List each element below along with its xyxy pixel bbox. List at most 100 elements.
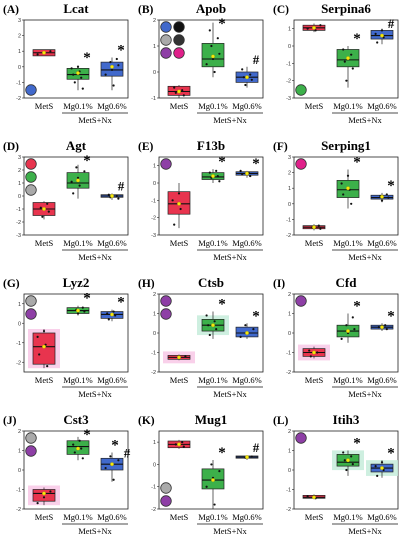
- data-point: [353, 328, 356, 331]
- data-point: [350, 53, 353, 56]
- y-tick-label: -1: [16, 488, 21, 494]
- data-point: [107, 318, 110, 321]
- y-tick-label: 2: [153, 292, 156, 298]
- y-tick-label: -1: [286, 61, 291, 67]
- x-category-label: Mg0.6%: [367, 512, 397, 522]
- y-tick-label: 3: [18, 18, 21, 24]
- y-tick-label: -2: [286, 507, 291, 513]
- data-point: [351, 463, 354, 466]
- x-category-label: Mg0.6%: [97, 512, 127, 522]
- x-category-label: Mg0.1%: [198, 101, 228, 111]
- y-tick-label: -2: [16, 360, 21, 366]
- data-point: [387, 196, 390, 199]
- data-point: [181, 89, 184, 92]
- data-point: [306, 27, 309, 30]
- data-point: [207, 324, 210, 327]
- y-tick-label: 2: [153, 18, 156, 24]
- panel-itih3: (L) Itih3 -2 -1 0 1 2 * * MetS Mg0.1% Mg0.6% MetS+Nx: [270, 411, 405, 548]
- data-point: [36, 335, 39, 338]
- data-point: [78, 439, 81, 442]
- data-point: [112, 310, 115, 313]
- x-category-label: Mg0.1%: [333, 512, 363, 522]
- y-tick-label: -1: [16, 207, 21, 213]
- mean-point: [76, 71, 80, 75]
- x-category-label: MetS: [305, 375, 324, 385]
- significance-star: *: [83, 427, 91, 443]
- significance-star: *: [218, 445, 226, 461]
- data-point: [114, 314, 117, 317]
- data-point: [380, 199, 384, 202]
- y-tick-label: -2: [16, 507, 21, 513]
- y-tick-label: 1: [288, 312, 291, 318]
- group-label: MetS+Nx: [78, 252, 112, 262]
- panel-label: (L): [273, 415, 289, 427]
- box-mg01: *: [336, 299, 361, 343]
- box-mets: [167, 85, 191, 98]
- x-category-label: MetS: [35, 101, 54, 111]
- significance-star: *: [387, 308, 395, 324]
- data-point: [173, 223, 176, 226]
- legend-marker: [25, 308, 37, 320]
- x-category-label: Mg0.6%: [97, 375, 127, 385]
- mean-point: [346, 56, 350, 60]
- group-label: MetS+Nx: [78, 389, 112, 399]
- box-body: [32, 332, 56, 365]
- data-point: [213, 320, 216, 323]
- box-mg01: *: [332, 436, 364, 476]
- panel-apob: (B) Apob -1 0 1 2 * # MetS Mg0.1% Mg0.6% MetS+Nx: [135, 0, 270, 137]
- x-category-label: MetS: [170, 375, 189, 385]
- legend-marker: [173, 47, 185, 59]
- mean-point: [42, 207, 46, 211]
- x-category-label: Mg0.6%: [232, 375, 262, 385]
- legend-marker: [25, 84, 37, 96]
- data-point: [205, 314, 208, 317]
- data-point: [215, 169, 218, 172]
- panel-title: Cst3: [63, 412, 89, 427]
- legend-marker: [25, 171, 37, 183]
- significance-star: *: [117, 42, 125, 58]
- data-point: [115, 57, 118, 61]
- y-tick-label: 3: [288, 155, 291, 161]
- x-category-label: Mg0.1%: [63, 512, 93, 522]
- significance-star: *: [353, 31, 361, 47]
- legend-marker: [160, 47, 172, 59]
- data-point: [385, 193, 388, 196]
- data-point: [181, 441, 184, 444]
- significance-hash: #: [253, 52, 260, 67]
- legend-marker: [160, 482, 172, 494]
- data-point: [239, 335, 242, 338]
- box-mg01: *: [66, 50, 91, 91]
- mean-point: [346, 458, 350, 463]
- data-point: [36, 53, 39, 56]
- data-point: [182, 94, 185, 97]
- panel-title: Cfd: [336, 275, 358, 290]
- x-category-label: Mg0.1%: [198, 512, 228, 522]
- panel-mug1: (K) Mug1 -2 -1 0 1 * # MetS Mg0.1% Mg0.6% MetS+Nx: [135, 411, 270, 548]
- box-mets: [163, 351, 195, 364]
- x-category-label: MetS: [170, 512, 189, 522]
- data-point: [376, 41, 379, 44]
- plot-frame: [23, 19, 129, 99]
- panel-label: (H): [138, 278, 155, 290]
- x-category-label: Mg0.6%: [97, 101, 127, 111]
- y-tick-label: -1: [151, 96, 156, 102]
- data-point: [208, 333, 211, 337]
- panel-title: Lcat: [63, 1, 89, 16]
- y-tick-label: -1: [151, 351, 156, 357]
- data-point: [250, 78, 253, 81]
- legend-marker: [25, 445, 37, 457]
- y-tick-label: 1: [18, 49, 21, 55]
- significance-star: *: [387, 445, 395, 461]
- panel-title: Serpina6: [321, 1, 371, 16]
- data-point: [75, 166, 78, 169]
- data-point: [350, 455, 353, 458]
- group-label: MetS+Nx: [213, 252, 247, 262]
- panel-label: (J): [3, 415, 17, 427]
- mean-point: [42, 344, 46, 349]
- panel-label: (F): [273, 141, 288, 153]
- significance-hash: #: [253, 440, 260, 455]
- mean-point: [211, 323, 215, 328]
- legend-marker: [160, 158, 172, 170]
- panel-serpina6: (C) Serpina6 -3 -2 -1 0 1 * # MetS Mg0.1% Mg0.6% Met…: [270, 0, 405, 137]
